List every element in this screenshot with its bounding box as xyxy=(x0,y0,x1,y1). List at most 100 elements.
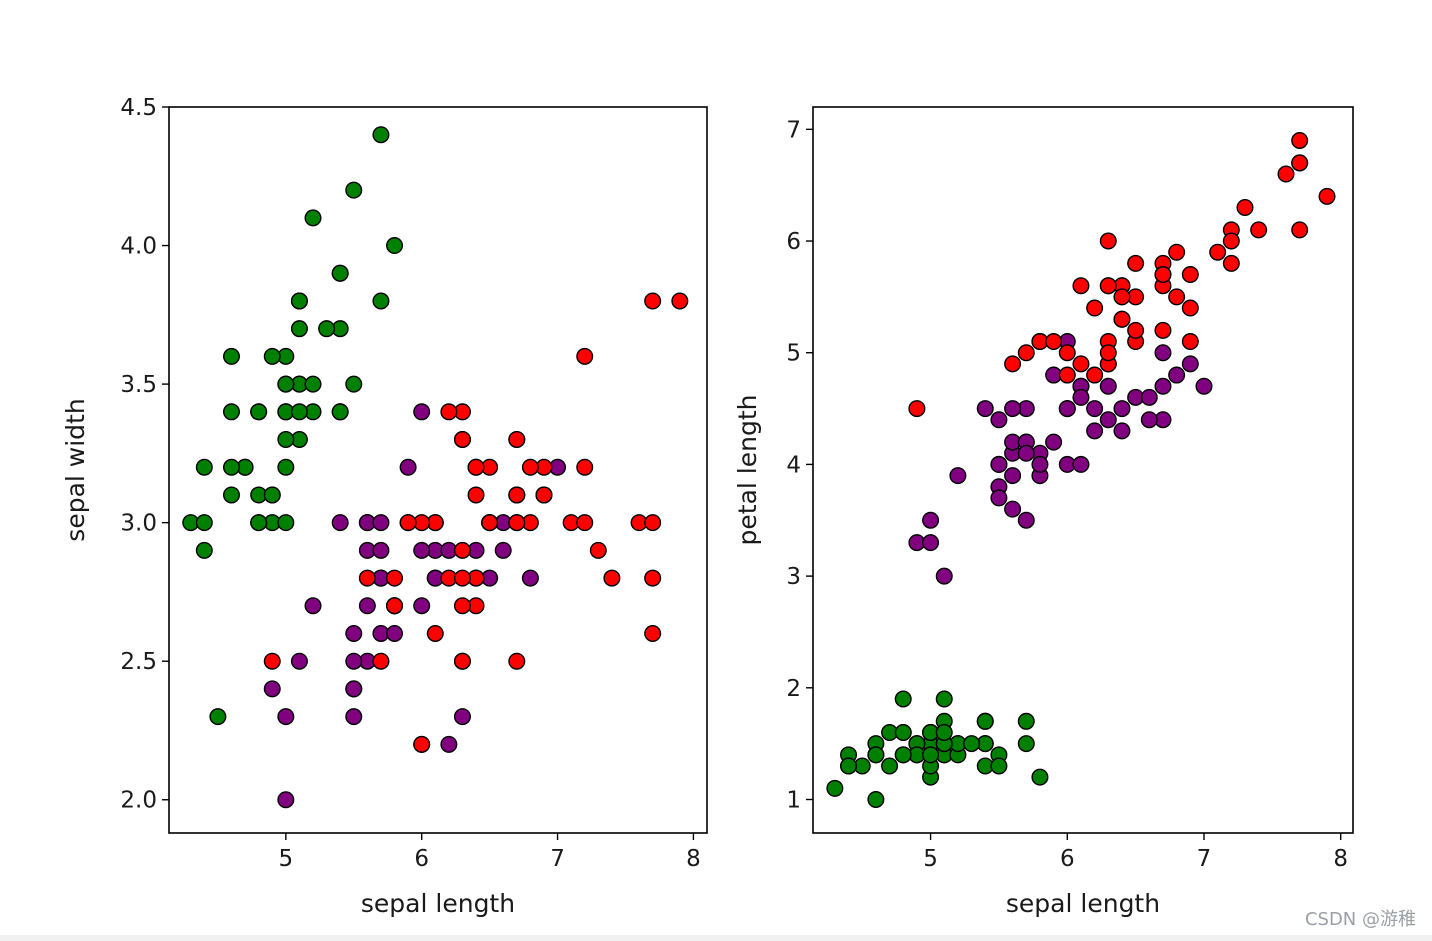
point-versicolor-1 xyxy=(1113,400,1131,418)
point-virginica-21 xyxy=(1004,355,1022,373)
point-virginica-47 xyxy=(481,514,499,532)
point-virginica-35 xyxy=(644,514,662,532)
point-setosa-49 xyxy=(922,746,940,764)
point-setosa-44 xyxy=(935,690,953,708)
point-versicolor-39 xyxy=(345,652,363,670)
point-setosa-20 xyxy=(976,712,994,730)
point-setosa-2 xyxy=(881,757,899,775)
point-setosa-32 xyxy=(304,209,322,227)
point-versicolor-14 xyxy=(1004,500,1022,518)
point-virginica-43 xyxy=(1168,243,1186,261)
y-tick-label: 1 xyxy=(786,787,801,813)
x-tick-label: 7 xyxy=(550,846,565,872)
point-virginica-12 xyxy=(1168,288,1186,306)
point-versicolor-29 xyxy=(1017,511,1035,529)
point-virginica-14 xyxy=(386,569,404,587)
point-virginica-46 xyxy=(453,652,471,670)
point-versicolor-39 xyxy=(990,455,1008,473)
point-setosa-48 xyxy=(318,320,336,338)
point-versicolor-46 xyxy=(372,541,390,559)
bottom-strip xyxy=(0,935,1432,941)
y-axis-label: sepal width xyxy=(61,398,90,541)
series-virginica xyxy=(263,292,689,753)
x-tick-label: 6 xyxy=(414,846,429,872)
point-versicolor-16 xyxy=(1004,400,1022,418)
point-setosa-46 xyxy=(935,723,953,741)
point-setosa-35 xyxy=(277,458,295,476)
point-virginica-22 xyxy=(644,569,662,587)
point-setosa-46 xyxy=(290,292,308,310)
point-versicolor-35 xyxy=(1058,400,1076,418)
x-tick-label: 5 xyxy=(923,846,938,872)
point-virginica-46 xyxy=(1099,344,1117,362)
point-virginica-5 xyxy=(1277,165,1295,183)
point-setosa-13 xyxy=(826,779,844,797)
point-setosa-3 xyxy=(222,486,240,504)
point-setosa-49 xyxy=(277,431,295,449)
point-virginica-19 xyxy=(413,735,431,753)
point-setosa-14 xyxy=(386,237,404,255)
y-axis-label: petal length xyxy=(733,395,762,546)
point-virginica-25 xyxy=(1222,232,1240,250)
x-tick-label: 6 xyxy=(1060,846,1075,872)
point-setosa-27 xyxy=(304,375,322,393)
point-setosa-15 xyxy=(1017,735,1035,753)
point-setosa-6 xyxy=(222,403,240,421)
point-setosa-48 xyxy=(963,735,981,753)
point-versicolor-10 xyxy=(922,511,940,529)
x-tick-label: 8 xyxy=(686,846,701,872)
point-virginica-44 xyxy=(508,431,526,449)
point-versicolor-42 xyxy=(386,624,404,642)
point-virginica-31 xyxy=(671,292,689,310)
point-versicolor-48 xyxy=(935,567,953,585)
point-virginica-18 xyxy=(644,624,662,642)
point-setosa-42 xyxy=(195,458,213,476)
point-virginica-48 xyxy=(1086,299,1104,317)
point-virginica-49 xyxy=(399,514,417,532)
point-virginica-47 xyxy=(1127,321,1145,339)
point-versicolor-27 xyxy=(1154,344,1172,362)
point-virginica-2 xyxy=(1209,243,1227,261)
point-virginica-33 xyxy=(453,569,471,587)
point-versicolor-28 xyxy=(413,541,431,559)
point-virginica-17 xyxy=(644,292,662,310)
point-virginica-8 xyxy=(508,652,526,670)
y-tick-label: 3 xyxy=(786,564,801,590)
point-virginica-3 xyxy=(453,541,471,559)
point-versicolor-41 xyxy=(1072,388,1090,406)
point-setosa-37 xyxy=(263,347,281,365)
point-setosa-38 xyxy=(195,514,213,532)
point-virginica-20 xyxy=(1181,266,1199,284)
point-versicolor-11 xyxy=(1045,433,1063,451)
point-setosa-24 xyxy=(250,403,268,421)
series-versicolor xyxy=(263,403,567,809)
point-virginica-18 xyxy=(1291,132,1309,150)
point-setosa-22 xyxy=(867,790,885,808)
y-tick-label: 2.0 xyxy=(120,788,157,814)
y-tick-label: 7 xyxy=(786,117,801,143)
scatter-points xyxy=(182,126,689,809)
point-versicolor-43 xyxy=(922,534,940,552)
point-versicolor-37 xyxy=(453,708,471,726)
point-versicolor-7 xyxy=(263,680,281,698)
point-versicolor-43 xyxy=(277,708,295,726)
point-versicolor-20 xyxy=(399,458,417,476)
point-virginica-15 xyxy=(1113,310,1131,328)
point-setosa-36 xyxy=(345,375,363,393)
point-virginica-30 xyxy=(603,569,621,587)
point-versicolor-40 xyxy=(345,624,363,642)
axes-frame xyxy=(812,106,1354,834)
point-virginica-30 xyxy=(1250,221,1268,239)
x-axis-label: sepal length xyxy=(1006,889,1160,918)
point-virginica-43 xyxy=(521,458,539,476)
series-virginica xyxy=(908,132,1336,418)
y-tick-label: 3.5 xyxy=(120,372,157,398)
point-versicolor-6 xyxy=(1099,377,1117,395)
chart-petal-length-vs-sepal-length: 5 6 7 8 1 2 3 4 5 6 7 sepal length petal length xyxy=(733,106,1354,918)
point-setosa-39 xyxy=(290,403,308,421)
axes-frame xyxy=(168,106,708,834)
point-setosa-31 xyxy=(331,403,349,421)
point-versicolor-8 xyxy=(1140,388,1158,406)
point-setosa-45 xyxy=(250,514,268,532)
point-setosa-14 xyxy=(1031,768,1049,786)
